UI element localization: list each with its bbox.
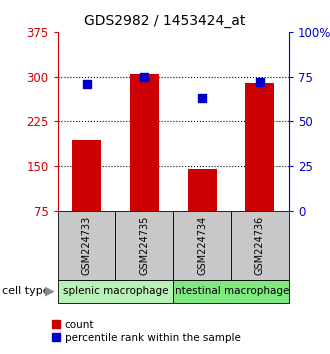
Bar	[72, 140, 101, 211]
Point	[142, 74, 147, 79]
Bar	[246, 82, 274, 211]
Bar	[130, 74, 159, 211]
Text: GSM224736: GSM224736	[255, 216, 265, 275]
Text: splenic macrophage: splenic macrophage	[63, 286, 168, 296]
Text: GDS2982 / 1453424_at: GDS2982 / 1453424_at	[84, 14, 246, 28]
Point	[84, 81, 89, 86]
Text: GSM224735: GSM224735	[139, 216, 149, 275]
Text: ▶: ▶	[45, 285, 54, 298]
Point	[199, 95, 205, 101]
Text: cell type: cell type	[2, 286, 49, 296]
Bar	[188, 169, 216, 211]
Legend: count, percentile rank within the sample: count, percentile rank within the sample	[48, 315, 245, 347]
Point	[257, 79, 263, 85]
Text: GSM224734: GSM224734	[197, 216, 207, 275]
Text: intestinal macrophage: intestinal macrophage	[172, 286, 290, 296]
Text: GSM224733: GSM224733	[82, 216, 92, 275]
